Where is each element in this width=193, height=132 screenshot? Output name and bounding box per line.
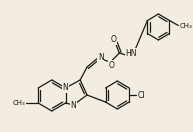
Text: O: O	[108, 60, 114, 70]
Text: O: O	[111, 36, 116, 44]
Text: CH₃: CH₃	[12, 100, 25, 106]
Text: CH₃: CH₃	[180, 23, 192, 29]
Text: N: N	[63, 84, 68, 93]
Text: N: N	[70, 100, 76, 110]
Text: HN: HN	[125, 48, 137, 58]
Text: N: N	[98, 53, 104, 62]
Text: Cl: Cl	[137, 91, 145, 100]
